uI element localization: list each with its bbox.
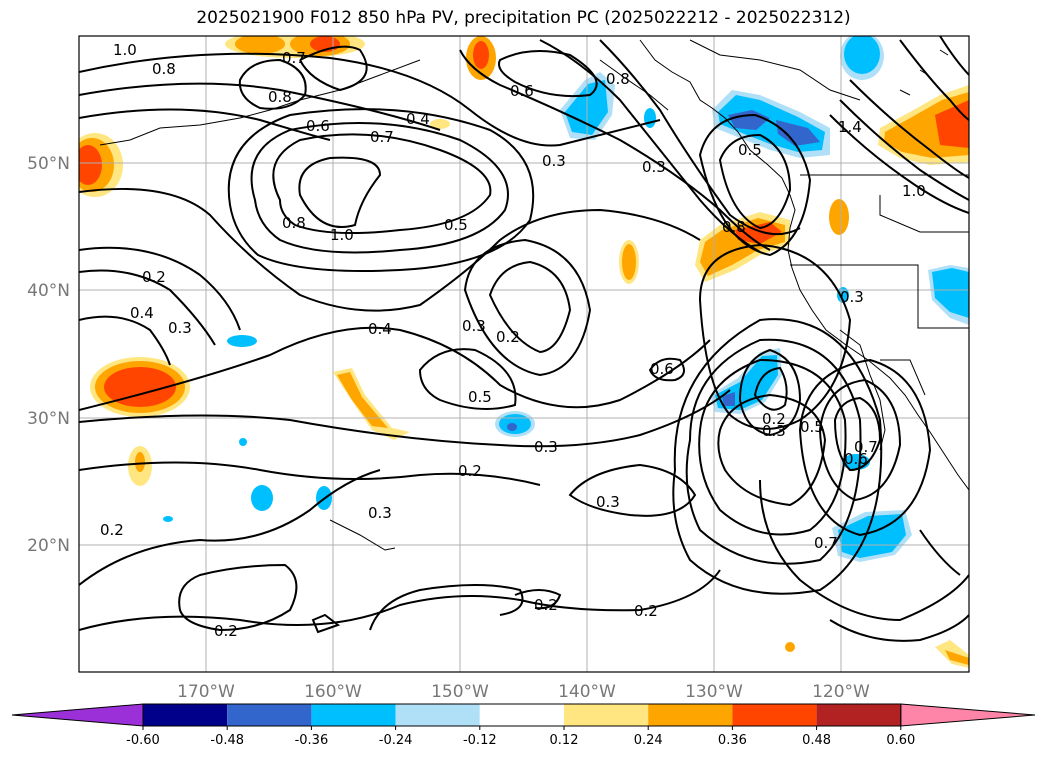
colorbar-segment	[648, 704, 733, 726]
colorbar: -0.60 -0.48 -0.36 -0.24 -0.12 0.12 0.24 0.36 0.4…	[11, 703, 1036, 748]
lat-label: 40°N	[27, 281, 70, 301]
contour-label: 0.4	[368, 320, 392, 338]
lon-label: 120°W	[812, 682, 870, 702]
colorbar-segment	[732, 704, 817, 726]
contour-label: 0.8	[606, 70, 630, 88]
lon-label: 170°W	[177, 682, 235, 702]
contour-label: 0.3	[462, 317, 486, 335]
colorbar-tick-label: 0.24	[634, 733, 663, 748]
colorbar-extend-high	[900, 703, 1036, 727]
colorbar-tick-label: 0.48	[802, 733, 831, 748]
gridlines	[79, 36, 969, 672]
colorbar-tick-label: -0.48	[210, 733, 244, 748]
contour-label: 0.6	[650, 360, 674, 378]
contour-label: 0.2	[100, 521, 124, 539]
lon-label: 140°W	[558, 682, 616, 702]
contour-label: 0.2	[762, 410, 786, 428]
longitude-labels: 170°W 160°W 150°W 140°W 130°W 120°W	[177, 682, 870, 702]
colorbar-segment	[311, 704, 396, 726]
shade-east-negative	[928, 265, 969, 325]
contour-label: 0.3	[542, 152, 566, 170]
contour-label: 0.6	[510, 82, 534, 100]
colorbar-tick-label: 0.60	[886, 733, 915, 748]
coastlines	[99, 39, 969, 551]
contour-label: 0.4	[130, 304, 154, 322]
lat-label: 20°N	[27, 536, 70, 556]
colorbar-tick-label: -0.12	[463, 733, 497, 748]
contour-label: 0.2	[634, 602, 658, 620]
contour-label: 0.2	[458, 462, 482, 480]
contour-label: 0.8	[268, 88, 292, 106]
shade-northeast-positive	[878, 85, 969, 165]
contour-label: 0.3	[642, 158, 666, 176]
contour-label: 1.0	[902, 182, 926, 200]
colorbar-segment	[227, 704, 312, 726]
contour-label: 1.0	[113, 41, 137, 59]
contour-label: 1.0	[330, 226, 354, 244]
colorbar-tick-label: 0.12	[550, 733, 579, 748]
lon-label: 130°W	[685, 682, 743, 702]
colorbar-tick-label: -0.24	[379, 733, 413, 748]
map-title: 2025021900 F012 850 hPa PV, precipitatio…	[196, 8, 851, 28]
shade-coast-negative	[712, 90, 830, 158]
lon-label: 150°W	[431, 682, 489, 702]
contour-label: 0.2	[534, 596, 558, 614]
contour-label: 0.7	[282, 49, 306, 67]
shade-center-east-negative	[710, 348, 782, 414]
pv-contours	[79, 36, 969, 642]
contour-label: 1.4	[838, 118, 862, 136]
colorbar-frame	[142, 703, 902, 727]
shade-west-edge-positive	[79, 133, 123, 197]
shade-small-positive	[128, 119, 969, 668]
colorbar-segment	[395, 704, 480, 726]
colorbar-tick-label: 0.36	[718, 733, 747, 748]
colorbar-tick-label: -0.60	[126, 733, 160, 748]
shade-top-negative	[840, 36, 884, 80]
contour-label: 0.7	[370, 128, 394, 146]
contour-label: 0.3	[368, 504, 392, 522]
colorbar-segment	[479, 704, 564, 726]
shade-north-central-positive	[466, 36, 496, 80]
contour-label: 0.5	[738, 141, 762, 159]
latitude-labels: 50°N 40°N 30°N 20°N	[27, 154, 70, 556]
colorbar-segment	[143, 704, 228, 726]
colorbar-extend-low	[11, 703, 144, 727]
contour-label: 0.7	[854, 438, 878, 456]
colorbar-segment	[816, 704, 901, 726]
svg-text:0.2: 0.2	[214, 622, 238, 640]
contour-label: 0.3	[168, 319, 192, 337]
contour-label: 0.2	[496, 328, 520, 346]
contour-label: 0.5	[444, 216, 468, 234]
contour-label: 0.6	[844, 450, 868, 468]
contour-label: 0.7	[814, 534, 838, 552]
shade-small-negative	[163, 108, 870, 522]
colorbar-tick-label: -0.36	[295, 733, 329, 748]
lat-label: 50°N	[27, 154, 70, 174]
colorbar-segment	[564, 704, 649, 726]
contour-labels: 1.0 0.8 0.7 0.8 0.6 0.7 0.4 0.6 0.8 0.3 …	[100, 41, 926, 640]
contour-label: 0.8	[282, 214, 306, 232]
contour-label: 0.3	[596, 493, 620, 511]
contour-label: 0.5	[800, 418, 824, 436]
contour-label: 0.2	[142, 268, 166, 286]
contour-label: 0.3	[840, 288, 864, 306]
precipitation-shading	[79, 36, 969, 668]
lat-label: 30°N	[27, 409, 70, 429]
contour-label: 0.8	[722, 218, 746, 236]
shade-central-positive	[333, 368, 410, 440]
contour-label: 0.8	[152, 60, 176, 78]
shade-northwest-positive	[225, 36, 365, 58]
shade-east-pacific-positive	[90, 357, 190, 417]
lon-label: 160°W	[304, 682, 362, 702]
contour-label: 0.6	[306, 117, 330, 135]
map-frame	[78, 35, 970, 673]
contour-label: 0.3	[762, 422, 786, 440]
contour-label: 0.5	[468, 388, 492, 406]
contour-label: 0.3	[534, 438, 558, 456]
contour-label: 0.4	[406, 110, 430, 128]
